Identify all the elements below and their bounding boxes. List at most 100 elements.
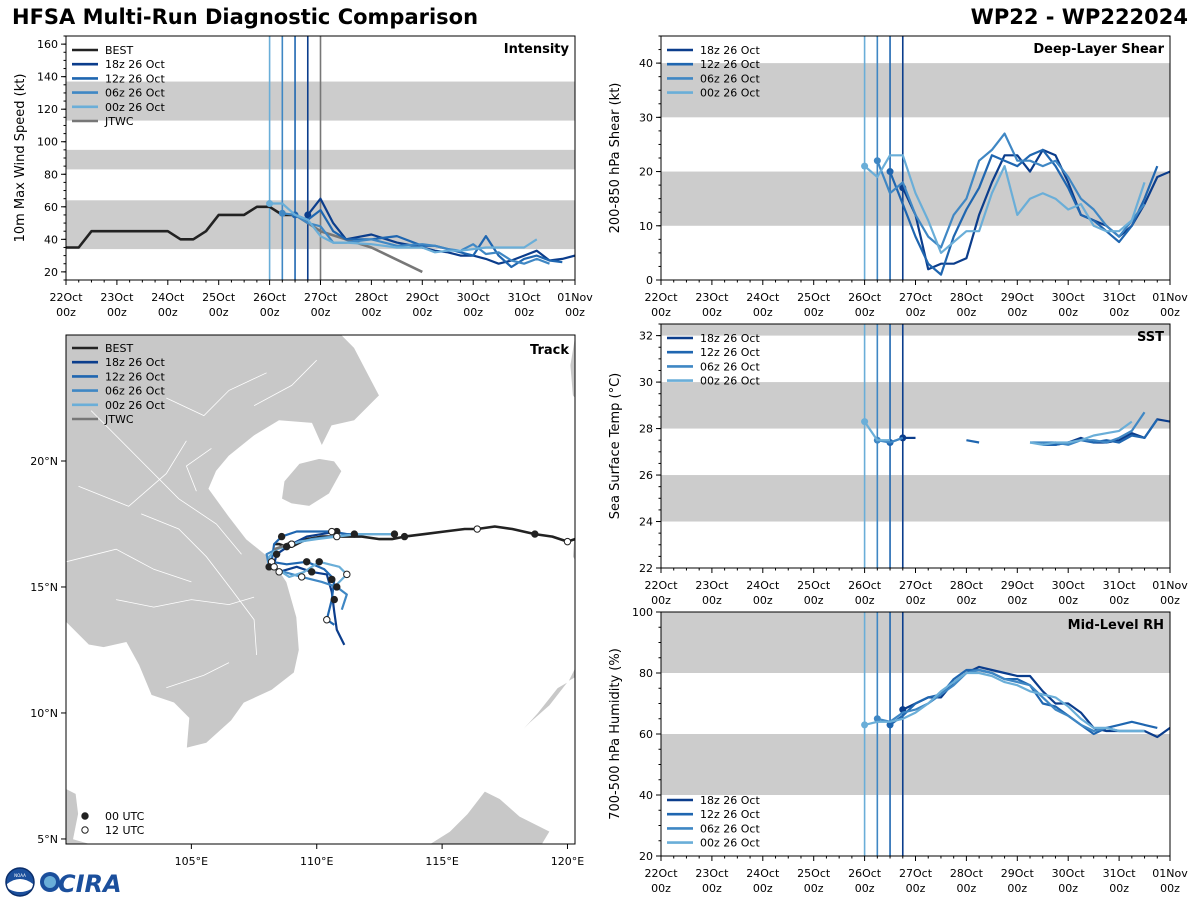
track-legend-label: 12z 26 Oct [105,370,165,383]
intensity-x-tick-sublabel: 00z [158,306,178,319]
sst-x-tick-sublabel: 00z [957,594,977,607]
track-position-marker [323,616,331,624]
intensity-x-tick-label: 01Nov [557,291,593,304]
rh-x-tick-sublabel: 00z [1007,882,1027,895]
shear-x-tick-label: 27Oct [899,291,933,304]
sst-series-line [1030,411,1146,446]
rh-y-tick-label: 20 [639,850,653,863]
track-marker-legend-swatch [81,812,89,820]
track-position-marker [328,527,336,536]
sst-x-tick-sublabel: 00z [702,594,722,607]
track-y-tick-label: 5°N [37,833,58,846]
track-plot-area [66,335,575,844]
sst-plot-area [661,324,1170,568]
track-position-marker [270,563,278,571]
sst-x-tick-label: 23Oct [695,579,729,592]
province-border [66,548,192,583]
rh-series-line [864,671,1145,733]
intensity-x-tick-sublabel: 00z [311,306,331,319]
intensity-x-tick-sublabel: 00z [412,306,432,319]
sst-x-tick-label: 29Oct [1001,579,1035,592]
rh-x-tick-label: 25Oct [797,867,831,880]
sst-series-line [966,439,980,444]
shear-y-tick-label: 10 [639,220,653,233]
intensity-x-tick-sublabel: 00z [463,306,483,319]
rh-x-tick-sublabel: 00z [957,882,977,895]
province-border [78,440,187,507]
shear-panel-title: Deep-Layer Shear [1033,42,1164,57]
track-position-marker [282,542,291,551]
intensity-series-line [269,202,538,254]
track-line [268,532,395,586]
intensity-x-tick-sublabel: 00z [362,306,382,319]
shear-series-line [901,148,1170,271]
track-position-marker [343,570,351,579]
rh-panel: 20 40 60 80 100 22Oct 00z 23Oct 00z 24Oct 00z 25Oct… [608,606,1188,895]
noaa-logo-icon: NOAA [5,867,35,897]
intensity-legend-label: 18z 26 Oct [105,58,165,71]
malay-peninsula [66,788,92,844]
shear-x-tick-label: 26Oct [848,291,882,304]
intensity-y-tick-label: 20 [44,266,58,279]
track-position-marker [333,532,341,541]
shear-y-axis-label: 200-850 hPa Shear (kt) [608,83,623,234]
intensity-y-tick-label: 120 [37,103,58,116]
rh-band [661,612,1170,673]
shear-x-tick-label: 23Oct [695,291,729,304]
shear-x-tick-sublabel: 00z [855,306,875,319]
intensity-series-line [66,205,296,249]
sst-series-line [863,420,890,442]
rh-band [661,734,1170,795]
province-border [166,662,230,689]
sst-x-tick-sublabel: 00z [1160,594,1180,607]
rh-x-tick-label: 27Oct [899,867,933,880]
sst-x-tick-label: 24Oct [746,579,780,592]
noaa-logo-text: NOAA [14,873,26,878]
shear-x-tick-sublabel: 00z [804,306,824,319]
province-border [116,596,255,608]
sst-y-tick-label: 22 [639,562,653,575]
intensity-y-tick-label: 40 [44,233,58,246]
sst-x-tick-sublabel: 00z [753,594,773,607]
rh-series-start-point [886,721,894,729]
rh-x-tick-label: 30Oct [1052,867,1086,880]
track-position-marker [563,537,572,546]
shear-x-tick-label: 28Oct [950,291,984,304]
intensity-legend-label: JTWC [104,115,134,128]
province-border [241,430,280,487]
rh-x-tick-label: 22Oct [644,867,678,880]
shear-series-line [863,154,1146,254]
shear-legend-label: 12z 26 Oct [700,58,760,71]
intensity-x-tick-label: 25Oct [202,291,236,304]
rh-x-tick-sublabel: 00z [753,882,773,895]
rh-x-tick-label: 28Oct [950,867,984,880]
rh-x-tick-label: 01Nov [1152,867,1188,880]
intensity-y-tick-label: 160 [37,38,58,51]
shear-legend-label: 18z 26 Oct [700,44,760,57]
track-position-marker [473,525,481,533]
track-legend-label: 00z 26 Oct [105,399,165,412]
rh-x-tick-label: 31Oct [1103,867,1137,880]
rh-x-tick-sublabel: 00z [702,882,722,895]
track-legend-label: 18z 26 Oct [105,356,165,369]
shear-x-tick-label: 22Oct [644,291,678,304]
hainan-island [281,458,343,507]
intensity-plot-area [66,36,575,280]
track-x-tick-label: 110°E [300,855,333,868]
intensity-y-tick-label: 80 [44,168,58,181]
province-border [166,372,267,417]
shear-x-tick-sublabel: 00z [651,306,671,319]
rh-y-axis-label: 700-500 hPa Humidity (%) [608,648,623,820]
sst-x-tick-sublabel: 00z [1058,594,1078,607]
rh-plot-area [661,612,1170,856]
shear-series-line [876,132,1146,249]
track-legend-label: 06z 26 Oct [105,385,165,398]
track-legend-label: BEST [105,342,133,355]
track-position-marker [275,568,283,576]
shear-x-tick-label: 30Oct [1052,291,1086,304]
sst-x-tick-sublabel: 00z [1109,594,1129,607]
intensity-x-tick-label: 23Oct [100,291,134,304]
shear-y-tick-label: 40 [639,57,653,70]
cira-logo-icon: CIRA [40,870,122,898]
intensity-legend-label: 12z 26 Oct [105,72,165,85]
